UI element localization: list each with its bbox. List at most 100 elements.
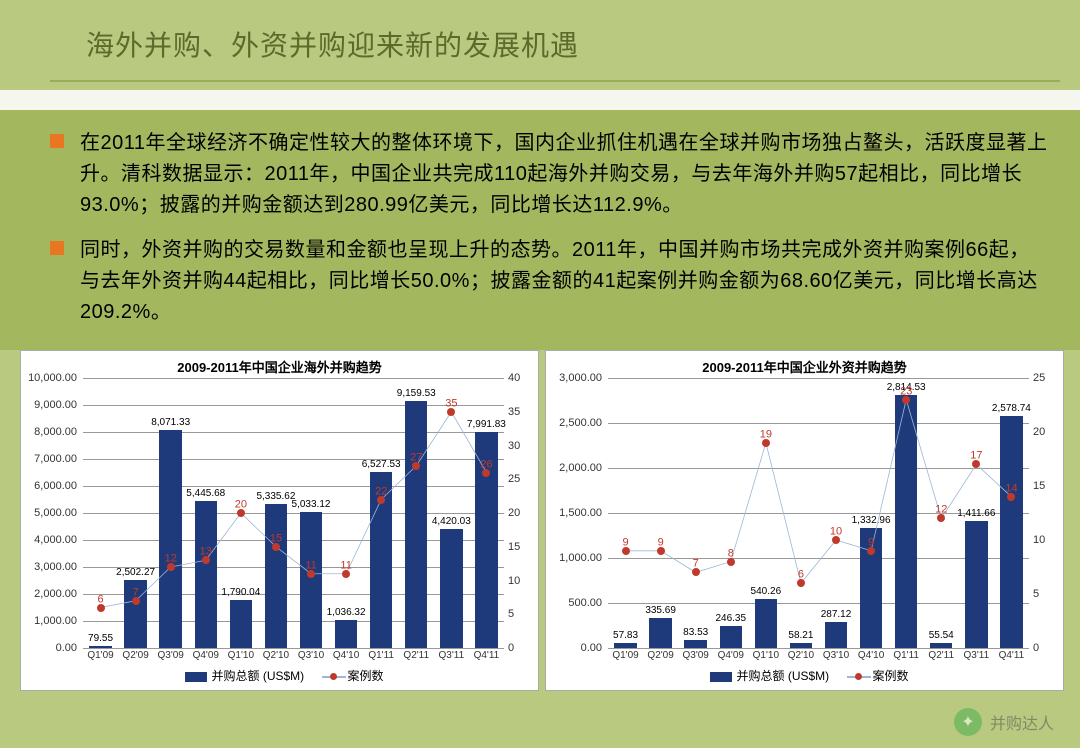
- bar: 335.69: [649, 618, 671, 648]
- ytick-left: 4,000.00: [34, 534, 77, 546]
- xtick-label: Q3'11: [959, 650, 994, 661]
- xtick-label: Q3'09: [153, 650, 188, 661]
- ytick-left: 7,000.00: [34, 453, 77, 465]
- grid-line: [608, 648, 1029, 649]
- bar-value-label: 6,527.53: [362, 459, 401, 470]
- line-value-label: 6: [798, 569, 804, 581]
- bar: 1,411.66: [965, 521, 987, 648]
- bar: 58.21: [790, 643, 812, 648]
- ytick-left: 3,000.00: [559, 372, 602, 384]
- legend-line-label: 案例数: [348, 669, 384, 683]
- ytick-right: 5: [1033, 588, 1039, 600]
- line-value-label: 9: [658, 536, 664, 548]
- chart-plot-area: 0.00500.001,000.001,500.002,000.002,500.…: [608, 378, 1029, 648]
- bar: 1,036.32: [335, 620, 357, 648]
- xtick-label: Q3'10: [818, 650, 853, 661]
- ytick-left: 1,000.00: [34, 615, 77, 627]
- xtick-label: Q4'10: [329, 650, 364, 661]
- bar-value-label: 1,332.96: [852, 515, 891, 526]
- xtick-label: Q1'11: [364, 650, 399, 661]
- chart-overseas-ma: 2009-2011年中国企业海外并购趋势 0.001,000.002,000.0…: [20, 350, 539, 691]
- bar-slot: 8,071.33: [153, 378, 188, 648]
- xtick-label: Q4'11: [469, 650, 504, 661]
- paragraph-1: 在2011年全球经济不确定性较大的整体环境下，国内企业抓住机遇在全球并购市场独占…: [80, 128, 1050, 221]
- bar-value-label: 58.21: [788, 630, 813, 641]
- bar-slot: 2,502.27: [118, 378, 153, 648]
- watermark: ✦ 并购达人: [954, 708, 1054, 736]
- xtick-label: Q4'09: [713, 650, 748, 661]
- bar-value-label: 7,991.83: [467, 419, 506, 430]
- bar: 5,033.12: [300, 512, 322, 648]
- bars-row: 79.55 2,502.278,071.335,445.68 1,790.04 5,3…: [83, 378, 504, 648]
- ytick-right: 10: [1033, 534, 1045, 546]
- bar-slot: 5,445.68: [188, 378, 223, 648]
- legend-line-icon: [322, 676, 346, 678]
- bar: 287.12: [825, 622, 847, 648]
- bar: 5,335.62: [265, 504, 287, 648]
- line-value-label: 27: [410, 451, 422, 463]
- xtick-label: Q2'10: [258, 650, 293, 661]
- page-title: 海外并购、外资并购迎来新的发展机遇: [86, 24, 1080, 64]
- xtick-label: Q4'09: [188, 650, 223, 661]
- xtick-label: Q1'09: [83, 650, 118, 661]
- ytick-left: 3,000.00: [34, 561, 77, 573]
- bar-slot: 6,527.53: [364, 378, 399, 648]
- bar-value-label: 2,502.27: [116, 567, 155, 578]
- xtick-label: Q4'11: [994, 650, 1029, 661]
- line-value-label: 8: [728, 547, 734, 559]
- bar-slot: 540.26: [748, 378, 783, 648]
- bar-slot: 1,411.66: [959, 378, 994, 648]
- ytick-left: 2,500.00: [559, 417, 602, 429]
- bar-slot: 58.21: [783, 378, 818, 648]
- bar: 79.55: [89, 646, 111, 648]
- bullet-icon: [50, 241, 64, 255]
- xtick-label: Q2'09: [643, 650, 678, 661]
- bar-value-label: 5,445.68: [186, 488, 225, 499]
- xtick-label: Q3'10: [293, 650, 328, 661]
- ytick-left: 10,000.00: [28, 372, 77, 384]
- ytick-right: 30: [508, 440, 520, 452]
- line-value-label: 9: [622, 536, 628, 548]
- xtick-label: Q3'11: [434, 650, 469, 661]
- bar-value-label: 1,036.32: [327, 607, 366, 618]
- bar-slot: 7,991.83: [469, 378, 504, 648]
- ytick-right: 15: [1033, 480, 1045, 492]
- bar-value-label: 1,411.66: [957, 508, 995, 519]
- legend-bar-label: 并购总额 (US$M): [211, 669, 304, 683]
- bar: 1,790.04: [230, 600, 252, 648]
- bar-value-label: 4,420.03: [432, 516, 471, 527]
- grid-line: [83, 648, 504, 649]
- watermark-text: 并购达人: [990, 710, 1054, 734]
- line-value-label: 7: [693, 558, 699, 570]
- ytick-left: 8,000.00: [34, 426, 77, 438]
- line-value-label: 11: [340, 559, 351, 571]
- ytick-left: 0.00: [581, 642, 602, 654]
- bar-value-label: 79.55: [88, 633, 113, 644]
- bar: 2,578.74: [1000, 416, 1022, 648]
- bar-value-label: 287.12: [821, 609, 852, 620]
- line-value-label: 12: [165, 553, 177, 565]
- xtick-label: Q1'10: [223, 650, 258, 661]
- bar: 55.54: [930, 643, 952, 648]
- line-value-label: 19: [760, 428, 772, 440]
- bar-value-label: 2,578.74: [992, 403, 1031, 414]
- ytick-right: 0: [508, 642, 514, 654]
- ytick-left: 5,000.00: [34, 507, 77, 519]
- bar-slot: 1,036.32: [329, 378, 364, 648]
- paragraph-2: 同时，外资并购的交易数量和金额也呈现上升的态势。2011年，中国并购市场共完成外…: [80, 235, 1050, 328]
- ytick-right: 25: [508, 473, 520, 485]
- line-value-label: 26: [480, 458, 492, 470]
- chart-legend: 并购总额 (US$M) 案例数: [21, 661, 538, 690]
- chart-xlabels: Q1'09Q2'09Q3'09Q4'09Q1'10Q2'10Q3'10Q4'10…: [608, 650, 1029, 661]
- line-value-label: 20: [235, 499, 247, 511]
- line-value-label: 12: [935, 504, 947, 516]
- ytick-right: 35: [508, 406, 520, 418]
- bar-slot: 5,033.12: [293, 378, 328, 648]
- bar-value-label: 9,159.53: [397, 388, 436, 399]
- bar-slot: 335.69: [643, 378, 678, 648]
- bar-slot: 2,814.53: [889, 378, 924, 648]
- legend-bar-icon: [710, 672, 732, 682]
- line-value-label: 35: [445, 397, 457, 409]
- ytick-right: 20: [508, 507, 520, 519]
- bar-slot: 2,578.74: [994, 378, 1029, 648]
